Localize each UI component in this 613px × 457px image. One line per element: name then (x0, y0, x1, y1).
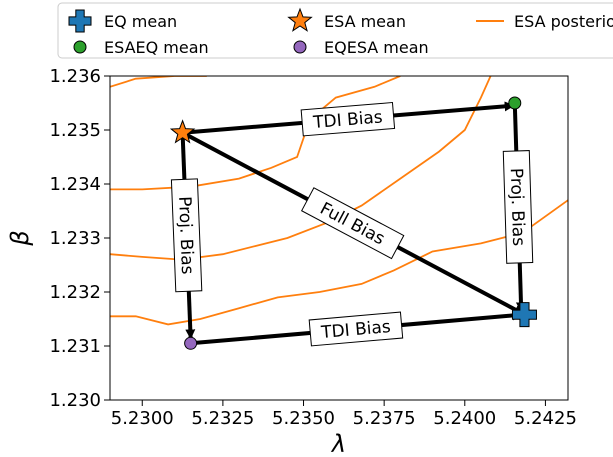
bias-label-box: Proj. Bias (502, 150, 534, 264)
legend-label: ESA posterior (514, 12, 613, 31)
y-tick-label: 1.235 (49, 120, 101, 141)
bias-label-box: Proj. Bias (170, 178, 203, 293)
esa-mean-point (169, 119, 196, 144)
eqesa-mean-point (184, 336, 198, 350)
x-tick-label: 5.2400 (433, 408, 496, 429)
legend-entry-esa-posterior: ESA posterior (476, 12, 613, 31)
bias-label-bg (308, 311, 404, 347)
legend-label: ESA mean (324, 12, 406, 31)
legend-marker-esa-mean (287, 7, 313, 32)
legend-marker-eq-mean (68, 9, 92, 33)
legend-entry-eqesa-mean: EQESA mean (293, 38, 429, 57)
esa-posterior-contour-2 (110, 76, 492, 261)
y-tick-label: 1.233 (49, 228, 101, 249)
x-axis-label: λ (330, 430, 346, 457)
y-tick-label: 1.231 (49, 336, 101, 357)
legend-marker-eqesa-mean (293, 40, 307, 54)
bias-label: Proj. Bias (506, 168, 528, 247)
mean-points (169, 96, 537, 350)
x-tick-label: 5.2300 (111, 408, 174, 429)
x-tick-label: 5.2350 (272, 408, 335, 429)
y-axis-label: β (6, 230, 34, 246)
legend-label: EQ mean (104, 12, 177, 31)
eq-mean-point (511, 302, 537, 328)
y-tick-label: 1.236 (49, 66, 101, 87)
y-tick-label: 1.234 (49, 174, 101, 195)
x-tick-label: 5.2425 (514, 408, 577, 429)
esa-posterior-contour-0 (110, 76, 207, 88)
bias-label-box: TDI Bias (308, 311, 404, 347)
y-tick-label: 1.230 (49, 390, 101, 411)
legend-frame (57, 2, 613, 59)
bias-label-bg (300, 187, 405, 260)
bias-label-bg (170, 178, 203, 293)
esa-posterior-contour-1 (110, 76, 401, 191)
legend-marker-esaeq-mean (73, 40, 87, 54)
legend: EQ mean ESA mean ESA posterior ESAEQ mean EQ… (57, 2, 613, 59)
legend-entry-esa-mean: ESA mean (287, 7, 406, 32)
y-tick-label: 1.232 (49, 282, 101, 303)
esaeq-mean-point (508, 96, 522, 110)
esa-posterior-contour-3 (110, 199, 568, 326)
legend-entry-esaeq-mean: ESAEQ mean (73, 38, 209, 57)
bias-arrows: TDI Bias Proj. Bias Full Bias Proj. Bias TDI… (170, 101, 534, 347)
x-tick-label: 5.2375 (353, 408, 416, 429)
bias-label-box: TDI Bias (300, 101, 396, 137)
x-tick-label: 5.2325 (191, 408, 254, 429)
bias-label: Proj. Bias (174, 196, 197, 275)
bias-label-box: Full Bias (300, 187, 405, 260)
bias-label-bg (300, 101, 396, 137)
bias-label-bg (502, 150, 534, 264)
legend-label: EQESA mean (324, 38, 429, 57)
legend-entry-eq-mean: EQ mean (68, 9, 177, 33)
legend-label: ESAEQ mean (104, 38, 209, 57)
